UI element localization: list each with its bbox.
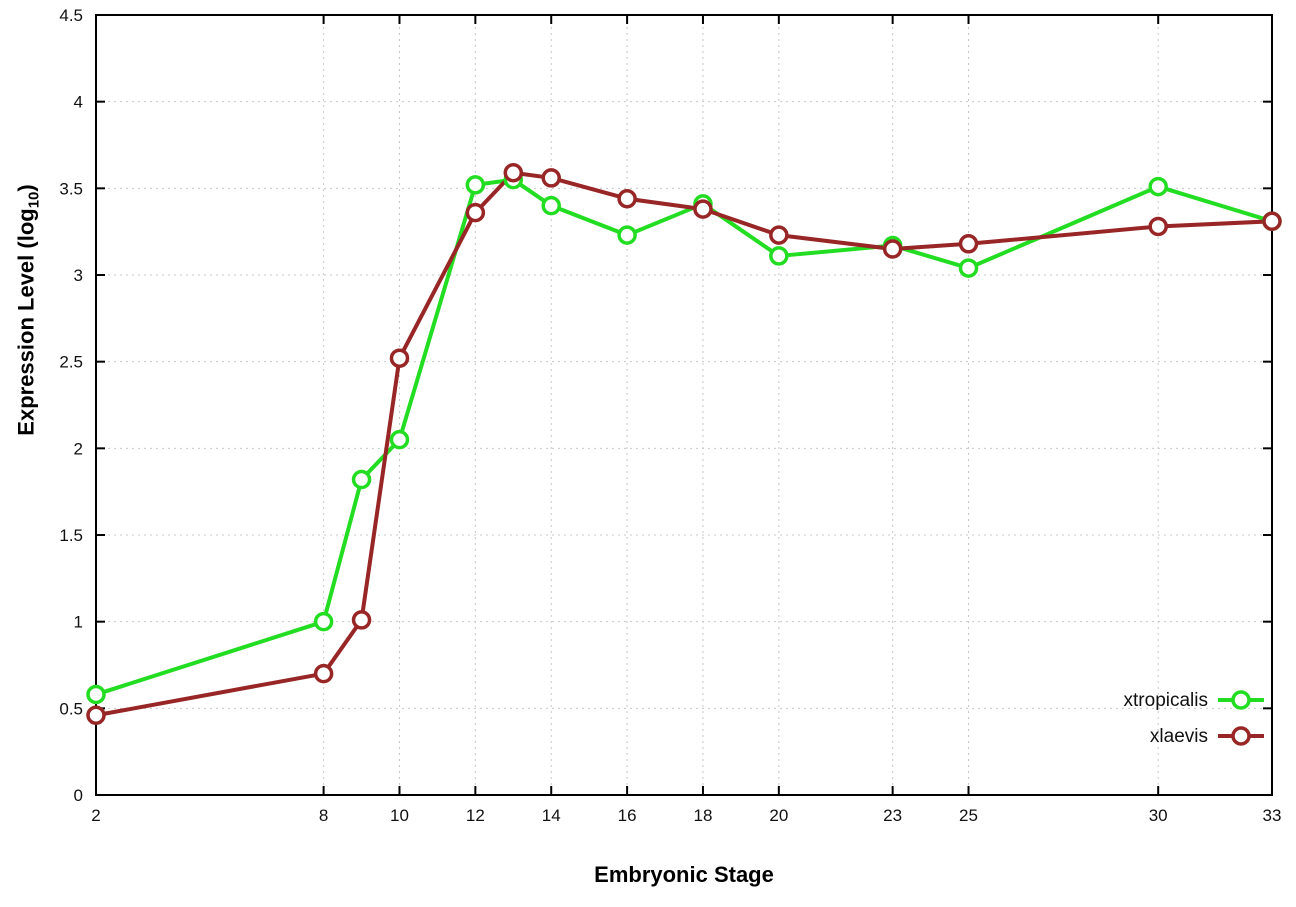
y-tick-label: 0 bbox=[74, 786, 83, 805]
x-tick-label: 20 bbox=[769, 806, 788, 825]
x-tick-label: 8 bbox=[319, 806, 328, 825]
data-point-xlaevis bbox=[882, 239, 903, 259]
data-point-xlaevis bbox=[541, 168, 561, 188]
data-point-xlaevis bbox=[465, 202, 486, 223]
legend-label-xlaevis: xlaevis bbox=[1150, 726, 1208, 747]
x-tick-label: 2 bbox=[91, 806, 100, 825]
data-point-xlaevis bbox=[958, 234, 979, 254]
y-tick-label: 3.5 bbox=[59, 179, 83, 198]
x-tick-label: 14 bbox=[542, 806, 561, 825]
data-point-xlaevis bbox=[389, 348, 410, 368]
data-point-xlaevis bbox=[1148, 216, 1168, 237]
y-tick-label: 1.5 bbox=[59, 526, 83, 545]
data-point-xlaevis bbox=[86, 705, 106, 726]
y-axis-label-suffix: ) bbox=[13, 184, 39, 192]
series-line-xtropicalis bbox=[94, 177, 1274, 697]
y-tick-label: 2.5 bbox=[59, 353, 83, 372]
legend-label-xtropicalis: xtropicalis bbox=[1124, 690, 1208, 711]
y-tick-label: 3 bbox=[74, 266, 83, 285]
x-tick-label: 23 bbox=[883, 806, 902, 825]
x-axis-label: Embryonic Stage bbox=[594, 862, 774, 887]
data-point-xtropicalis bbox=[541, 195, 561, 216]
data-point-xlaevis bbox=[1262, 211, 1282, 232]
data-point-xtropicalis bbox=[1148, 176, 1168, 197]
plot-border bbox=[95, 14, 1273, 796]
y-tick-label: 4 bbox=[74, 93, 83, 112]
series-line-xlaevis bbox=[94, 170, 1274, 718]
y-tick-label: 1 bbox=[74, 613, 83, 632]
y-tick-label: 4.5 bbox=[59, 6, 83, 25]
data-point-xtropicalis bbox=[617, 225, 637, 245]
x-tick-label: 18 bbox=[694, 806, 713, 825]
x-tick-label: 10 bbox=[390, 806, 409, 825]
data-point-xlaevis bbox=[617, 188, 637, 209]
data-point-xtropicalis bbox=[958, 258, 979, 278]
data-point-xlaevis bbox=[313, 663, 334, 684]
data-point-xtropicalis bbox=[465, 175, 486, 195]
x-tick-label: 16 bbox=[618, 806, 637, 825]
data-point-xlaevis bbox=[351, 610, 372, 630]
y-axis-label: Expression Level (log10) bbox=[13, 184, 42, 435]
data-point-xtropicalis bbox=[351, 469, 372, 490]
y-tick-label: 0.5 bbox=[59, 699, 83, 718]
data-point-xtropicalis bbox=[86, 684, 106, 705]
x-tick-label: 25 bbox=[959, 806, 978, 825]
y-axis-label-text: Expression Level (log bbox=[13, 208, 39, 436]
data-point-xtropicalis bbox=[769, 246, 789, 266]
data-point-xlaevis bbox=[503, 162, 524, 183]
x-tick-label: 12 bbox=[466, 806, 485, 825]
x-tick-label: 30 bbox=[1149, 806, 1168, 825]
legend-sample-marker-xlaevis bbox=[1231, 726, 1251, 746]
data-point-xlaevis bbox=[693, 199, 713, 219]
legend-sample-marker-xtropicalis bbox=[1231, 690, 1251, 710]
data-point-xtropicalis bbox=[313, 611, 334, 632]
y-axis-label-subscript: 10 bbox=[25, 191, 43, 209]
data-point-xlaevis bbox=[769, 225, 789, 245]
data-point-xtropicalis bbox=[389, 429, 410, 450]
x-tick-label: 33 bbox=[1263, 806, 1282, 825]
y-tick-label: 2 bbox=[74, 439, 83, 458]
